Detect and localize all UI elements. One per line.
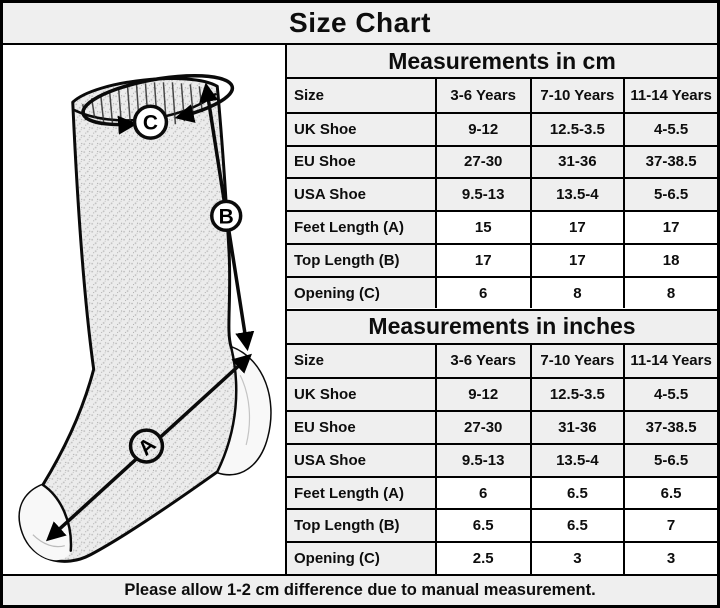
value-cell: 9-12 xyxy=(434,111,530,145)
row-label-cell: USA Shoe xyxy=(287,442,435,476)
value-cell: 6.5 xyxy=(623,475,717,509)
value-cell: 6 xyxy=(434,475,530,509)
value-cell: 31-36 xyxy=(529,410,624,443)
inches-table-title: Measurements in inches xyxy=(287,310,717,345)
value-cell: 6.5 xyxy=(434,508,530,542)
value-cell: 6.5 xyxy=(529,475,624,509)
value-cell: 8 xyxy=(623,275,717,309)
value-cell: 9.5-13 xyxy=(434,442,530,476)
sock-diagram-panel: C B A xyxy=(3,45,287,574)
inches-table: Size 3-6 Years 7-10 Years 11-14 Years UK Sho… xyxy=(287,344,717,574)
row-label-cell: UK Shoe xyxy=(287,377,435,411)
value-cell: 7 xyxy=(623,508,717,542)
row-label-cell: Opening (C) xyxy=(287,541,435,574)
row-label-cell: EU Shoe xyxy=(287,410,435,443)
column-header-cell: 3-6 Years xyxy=(434,344,530,378)
row-label-cell: UK Shoe xyxy=(287,111,435,145)
value-cell: 17 xyxy=(529,242,624,276)
value-cell: 6.5 xyxy=(529,508,624,542)
value-cell: 8 xyxy=(529,275,624,309)
value-cell: 3 xyxy=(529,541,624,574)
row-label-cell: Top Length (B) xyxy=(287,508,435,542)
value-cell: 27-30 xyxy=(434,410,530,443)
value-cell: 4-5.5 xyxy=(623,377,717,411)
column-header-cell: 11-14 Years xyxy=(623,79,717,112)
value-cell: 37-38.5 xyxy=(623,144,717,178)
column-header-cell: 7-10 Years xyxy=(529,344,624,378)
inches-table-section: Measurements in inches Size 3-6 Years 7-10… xyxy=(287,308,717,574)
value-cell: 18 xyxy=(623,242,717,276)
main-content: C B A Measurements in cm Size 3-6 Years 7-… xyxy=(3,45,717,574)
row-label-cell: Top Length (B) xyxy=(287,242,435,276)
cm-table-section: Measurements in cm Size 3-6 Years 7-10 Yea… xyxy=(287,45,717,309)
sock-body xyxy=(18,77,272,563)
tables-panel: Measurements in cm Size 3-6 Years 7-10 Yea… xyxy=(287,45,717,574)
value-cell: 13.5-4 xyxy=(529,442,624,476)
cm-table: Size 3-6 Years 7-10 Years 11-14 Years UK Sho… xyxy=(287,79,717,309)
value-cell: 2.5 xyxy=(434,541,530,574)
footer-note: Please allow 1-2 cm difference due to ma… xyxy=(3,574,717,605)
row-label-cell: Feet Length (A) xyxy=(287,475,435,509)
value-cell: 37-38.5 xyxy=(623,410,717,443)
row-label-cell: USA Shoe xyxy=(287,177,435,211)
column-header-cell: Size xyxy=(287,79,435,112)
row-label-cell: Opening (C) xyxy=(287,275,435,309)
value-cell: 5-6.5 xyxy=(623,177,717,211)
column-header-cell: Size xyxy=(287,344,435,378)
measurement-b-label: B xyxy=(219,205,234,228)
value-cell: 17 xyxy=(434,242,530,276)
value-cell: 27-30 xyxy=(434,144,530,178)
row-label-cell: EU Shoe xyxy=(287,144,435,178)
value-cell: 9-12 xyxy=(434,377,530,411)
value-cell: 9.5-13 xyxy=(434,177,530,211)
cm-table-title: Measurements in cm xyxy=(287,45,717,79)
label-a-badge xyxy=(128,428,165,464)
value-cell: 17 xyxy=(623,210,717,243)
sock-illustration: C B A xyxy=(18,73,272,563)
column-header-cell: 11-14 Years xyxy=(623,344,717,378)
value-cell: 6 xyxy=(434,275,530,309)
value-cell: 5-6.5 xyxy=(623,442,717,476)
page-title: Size Chart xyxy=(3,3,717,45)
value-cell: 3 xyxy=(623,541,717,574)
row-label-cell: Feet Length (A) xyxy=(287,210,435,243)
value-cell: 12.5-3.5 xyxy=(529,377,624,411)
measurement-c-label: C xyxy=(143,112,158,135)
column-header-cell: 3-6 Years xyxy=(434,79,530,112)
value-cell: 15 xyxy=(434,210,530,243)
value-cell: 13.5-4 xyxy=(529,177,624,211)
value-cell: 12.5-3.5 xyxy=(529,111,624,145)
value-cell: 17 xyxy=(529,210,624,243)
label-c-badge xyxy=(132,104,169,140)
value-cell: 31-36 xyxy=(529,144,624,178)
column-header-cell: 7-10 Years xyxy=(529,79,624,112)
value-cell: 4-5.5 xyxy=(623,111,717,145)
label-b-badge xyxy=(210,199,243,233)
